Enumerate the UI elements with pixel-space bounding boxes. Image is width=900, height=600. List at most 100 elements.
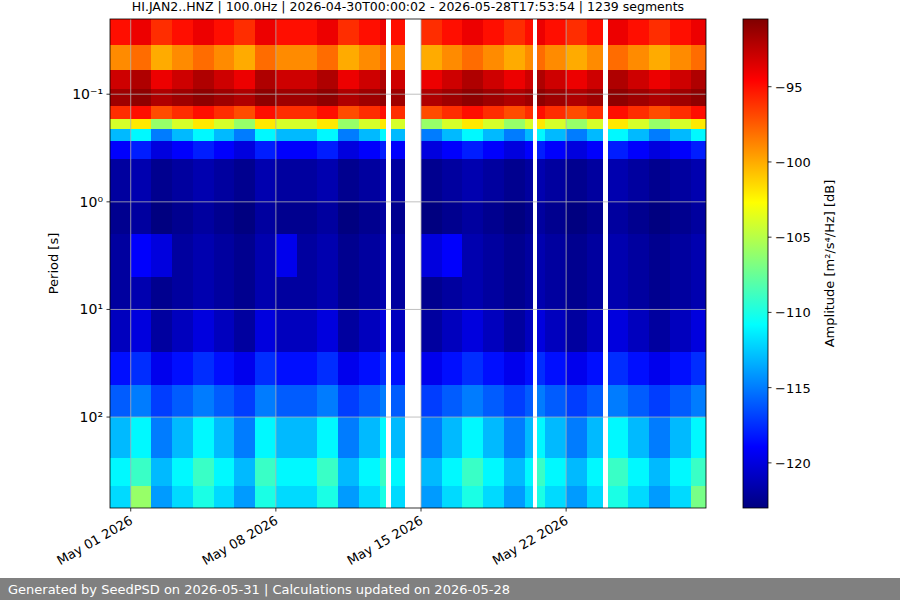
cell [691,385,706,418]
cell [421,309,442,352]
cell [537,70,546,89]
cell [670,159,691,202]
cell [421,234,442,277]
cell [608,129,629,141]
cell [255,45,276,71]
cell [391,277,405,310]
cell [421,458,442,487]
cell [525,70,534,89]
cell [193,309,214,352]
cell [131,106,152,119]
cell [110,486,131,508]
cell [525,159,534,202]
cell [670,19,691,46]
colorbar-tick-label: −105 [775,230,811,245]
cell [151,70,172,89]
cell [338,159,359,202]
cell [537,159,546,202]
cell [317,352,338,385]
cell [151,385,172,418]
cell [483,486,504,508]
cell [297,45,318,71]
cell [234,234,255,277]
cell [193,277,214,310]
grid-line-y [110,94,706,95]
cell [172,486,193,508]
cell [649,141,670,160]
cell [566,385,587,418]
cell [338,277,359,310]
cell [537,45,546,71]
cell [421,119,442,129]
cell [214,458,235,487]
cell [525,129,534,141]
cell [151,277,172,310]
cell [587,234,603,277]
cell [214,486,235,508]
cell [214,141,235,160]
cell [421,70,442,89]
cell [214,106,235,119]
cell [483,106,504,119]
cell [566,106,587,119]
cell [462,70,483,89]
cell [297,119,318,129]
cell [545,234,566,277]
cell [172,202,193,235]
cell [483,45,504,71]
cell [628,119,649,129]
cell [483,202,504,235]
cell [462,119,483,129]
page: May 01 2026May 08 2026May 15 2026May 22 … [0,0,900,600]
cell [608,234,629,277]
cell [670,119,691,129]
cell [442,202,463,235]
cell [421,486,442,508]
cell [359,277,380,310]
cell [131,19,152,46]
cell [297,352,318,385]
cell [462,352,483,385]
cell [545,309,566,352]
cell [504,45,525,71]
cell [214,385,235,418]
cell [462,277,483,310]
colorbar [743,19,768,508]
cell [462,141,483,160]
cell [193,486,214,508]
cell [338,458,359,487]
cell [234,202,255,235]
cell [391,159,405,202]
cell [608,106,629,119]
cell [537,234,546,277]
cell [670,417,691,458]
cell [338,45,359,71]
cell [234,129,255,141]
cell [131,277,152,310]
cell [442,19,463,46]
cell [442,277,463,310]
cell [234,486,255,508]
cell [670,458,691,487]
cell [545,141,566,160]
footer-bar [0,578,900,600]
cell [670,89,691,107]
x-tick-label: May 01 2026 [54,513,135,568]
cell [587,89,603,107]
grid-line-y [110,309,706,310]
cell [587,141,603,160]
cell [214,19,235,46]
cell [525,89,534,107]
cell [670,45,691,71]
cell [276,129,297,141]
cell [525,352,534,385]
cell [537,277,546,310]
cell [234,159,255,202]
cell [276,119,297,129]
cell [234,309,255,352]
cell [504,106,525,119]
cell [234,89,255,107]
cell [649,106,670,119]
cell [483,417,504,458]
cell [338,19,359,46]
